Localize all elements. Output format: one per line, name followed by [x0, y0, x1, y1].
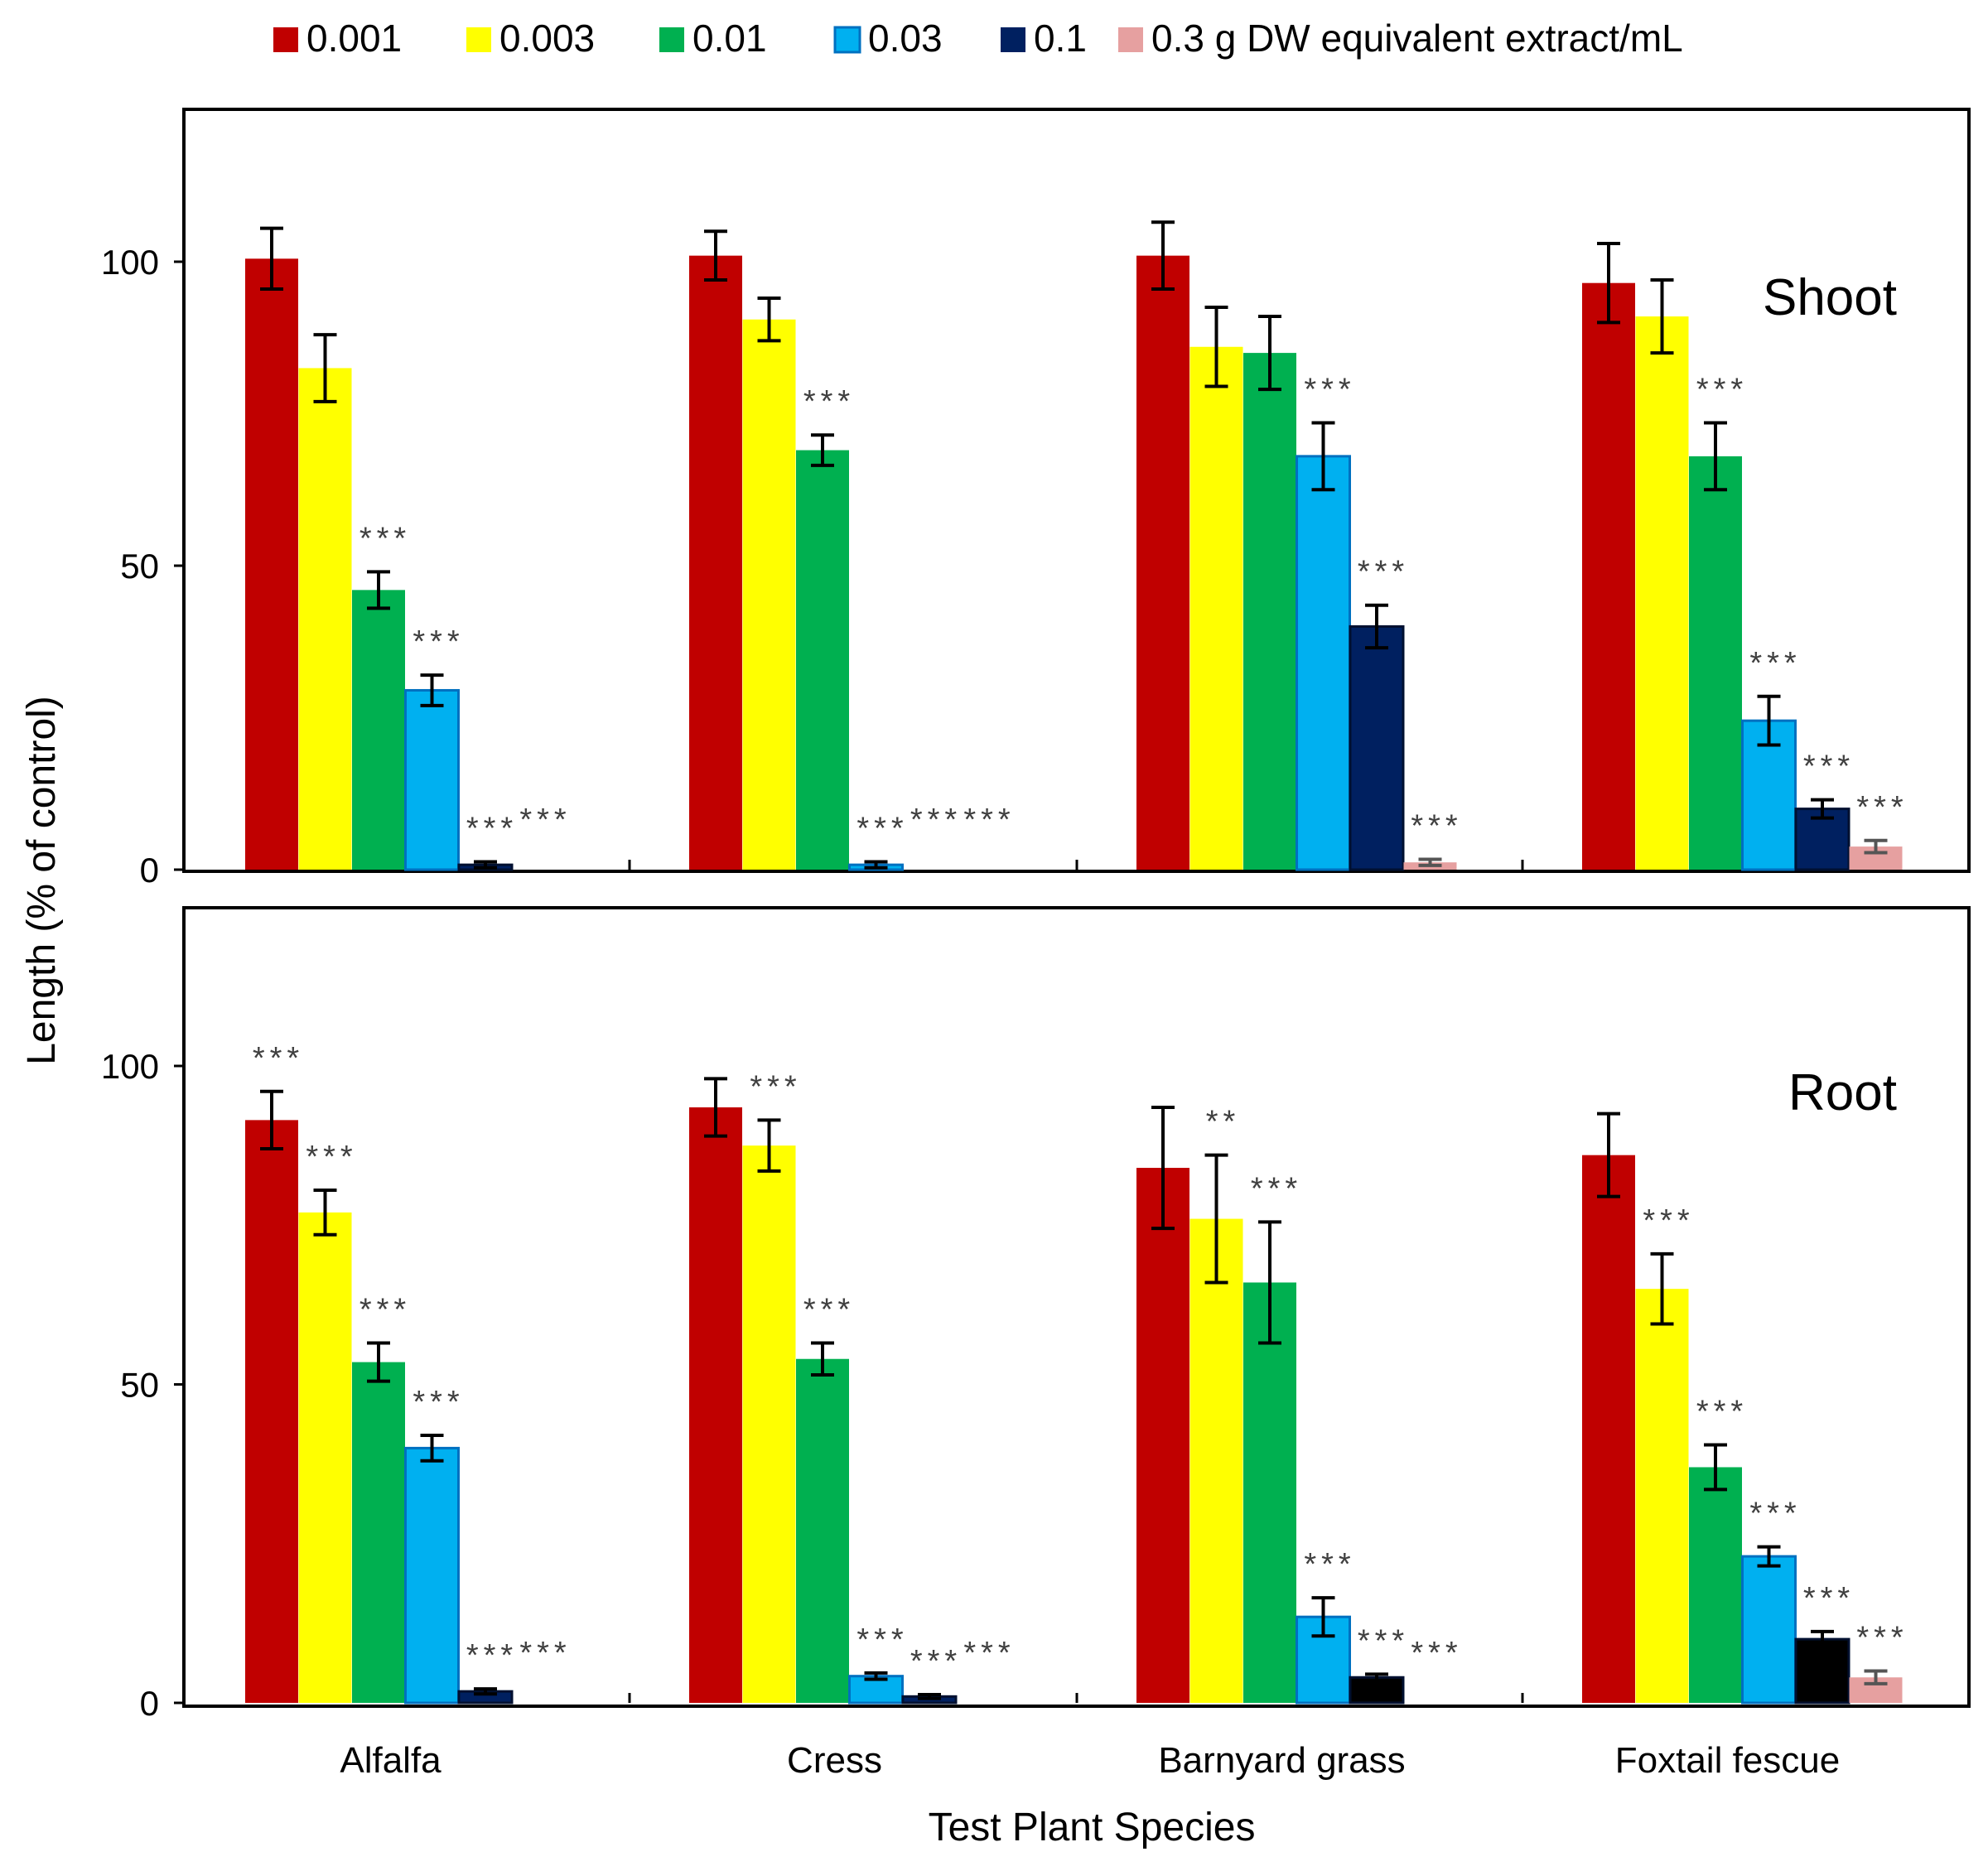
category-label-0: Alfalfa — [340, 1740, 442, 1781]
bar — [742, 1145, 796, 1703]
bar — [1189, 346, 1243, 870]
significance-mark: *** — [1696, 373, 1748, 407]
bar — [1349, 624, 1405, 871]
significance-mark: *** — [1251, 1171, 1302, 1206]
legend-label-2: 0.01 — [692, 17, 767, 60]
significance-mark: *** — [963, 803, 1015, 837]
legend-label-4: 0.1 — [1034, 17, 1087, 60]
significance-mark: *** — [1749, 1497, 1801, 1531]
bar — [352, 590, 405, 870]
significance-mark: *** — [856, 811, 908, 846]
significance-mark: *** — [359, 521, 411, 556]
significance-mark: *** — [413, 1385, 464, 1420]
bar — [1243, 1282, 1296, 1703]
significance-mark: *** — [466, 1638, 518, 1673]
significance-mark: *** — [750, 1069, 801, 1104]
legend-label-5: 0.3 g DW equivalent extract/mL — [1151, 17, 1683, 60]
category-labels: Alfalfa Cress Barnyard grass Foxtail fescue — [340, 1740, 1840, 1781]
legend-label-3: 0.03 — [868, 17, 943, 60]
y-axis-title: Length (% of control) — [20, 696, 64, 1065]
bar — [404, 688, 460, 871]
bar — [1136, 255, 1189, 870]
category-label-3: Foxtail fescue — [1615, 1740, 1840, 1781]
plot-frame — [182, 906, 1971, 1708]
legend-swatch-2 — [659, 27, 684, 52]
significance-mark: *** — [1749, 646, 1801, 681]
bar — [689, 1107, 742, 1703]
bar — [1136, 1168, 1189, 1703]
bar — [1689, 1467, 1742, 1703]
bar — [298, 368, 352, 870]
bar — [1741, 1555, 1797, 1705]
bar — [1689, 456, 1742, 870]
category-label-2: Barnyard grass — [1158, 1740, 1405, 1781]
legend-swatch-4 — [1001, 27, 1025, 52]
bar — [1296, 455, 1351, 871]
significance-mark: *** — [519, 1636, 571, 1671]
bar — [689, 255, 742, 870]
panel-label: Shoot — [1763, 269, 1897, 326]
significance-mark: *** — [306, 1140, 357, 1174]
significance-mark: *** — [910, 803, 962, 837]
x-axis-title: Test Plant Species — [929, 1806, 1256, 1849]
y-tick-label: 100 — [101, 1047, 159, 1086]
significance-mark: *** — [1358, 555, 1409, 590]
significance-mark: *** — [963, 1636, 1015, 1671]
significance-mark: *** — [1856, 1621, 1908, 1656]
significance-mark: *** — [910, 1644, 962, 1679]
bar — [796, 1358, 849, 1703]
legend: 0.001 0.003 0.01 0.03 0.1 0.3 g DW equivalent… — [273, 17, 1683, 60]
bar — [796, 450, 849, 870]
y-tick-label: 0 — [140, 1684, 159, 1723]
legend-swatch-1 — [466, 27, 491, 52]
significance-mark: *** — [1696, 1395, 1748, 1430]
legend-label-1: 0.003 — [499, 17, 595, 60]
bar — [245, 1120, 298, 1703]
bar — [1635, 1289, 1689, 1703]
plot-frame — [182, 108, 1971, 873]
significance-mark: *** — [1304, 373, 1355, 407]
legend-label-0: 0.001 — [306, 17, 402, 60]
significance-mark: ** — [1206, 1105, 1241, 1140]
legend-swatch-3 — [833, 26, 861, 54]
y-tick-label: 100 — [101, 243, 159, 282]
significance-mark: *** — [803, 1293, 855, 1328]
bar — [1243, 353, 1296, 870]
significance-mark: *** — [803, 384, 855, 419]
y-tick-label: 50 — [120, 547, 159, 586]
significance-mark: *** — [413, 624, 464, 659]
bar — [298, 1212, 352, 1703]
legend-swatch-5 — [1118, 27, 1143, 52]
significance-mark: *** — [856, 1623, 908, 1657]
legend-swatch-0 — [273, 27, 298, 52]
bar — [352, 1362, 405, 1703]
bar — [245, 258, 298, 870]
significance-mark: *** — [466, 811, 518, 846]
category-label-1: Cress — [787, 1740, 882, 1781]
bar — [1582, 1155, 1635, 1703]
significance-mark: *** — [1358, 1623, 1409, 1658]
bar — [1794, 1637, 1850, 1705]
bar — [404, 1446, 460, 1705]
significance-mark: *** — [1803, 750, 1855, 784]
significance-mark: *** — [1411, 809, 1462, 844]
significance-mark: *** — [519, 803, 571, 837]
y-tick-label: 0 — [140, 851, 159, 890]
bar — [1635, 316, 1689, 870]
significance-mark: *** — [1856, 790, 1908, 825]
significance-mark: *** — [1803, 1581, 1855, 1616]
bar — [1582, 282, 1635, 870]
significance-mark: *** — [359, 1293, 411, 1328]
y-tick-label: 50 — [120, 1366, 159, 1405]
bar — [1189, 1218, 1243, 1703]
bar — [742, 319, 796, 870]
significance-mark: *** — [1411, 1636, 1462, 1671]
panel-label: Root — [1788, 1064, 1897, 1121]
significance-mark: *** — [253, 1041, 304, 1076]
significance-mark: *** — [1304, 1547, 1355, 1582]
significance-mark: *** — [1643, 1203, 1694, 1238]
